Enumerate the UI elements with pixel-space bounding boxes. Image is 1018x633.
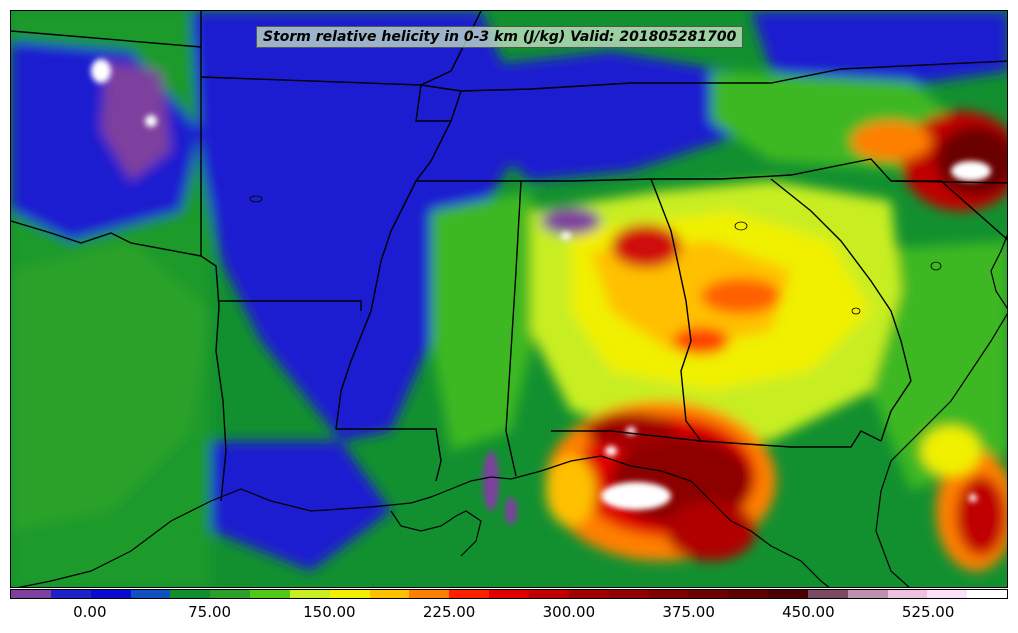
colorbar-segment — [807, 590, 848, 598]
colorbar-tick-label: 300.00 — [542, 603, 596, 621]
colorbar-segment — [489, 590, 529, 598]
colorbar-segment — [927, 590, 968, 598]
colorbar-segment — [329, 590, 370, 598]
coastlines — [17, 234, 1007, 587]
colorbar-segment — [887, 590, 928, 598]
helicity-detail — [91, 59, 991, 525]
colorbar-segment — [130, 590, 171, 598]
colorbar-segment — [11, 590, 51, 598]
colorbar-segment — [847, 590, 888, 598]
colorbar-segment — [688, 590, 729, 598]
colorbar-segment — [449, 590, 490, 598]
colorbar-tick-label: 0.00 — [73, 603, 107, 621]
colorbar-segment — [50, 590, 91, 598]
colorbar-segment — [568, 590, 609, 598]
state-boundaries — [11, 11, 1007, 502]
colorbar-segment — [289, 590, 330, 598]
colorbar — [10, 589, 1008, 599]
helicity-map — [11, 11, 1007, 587]
colorbar-segment — [250, 590, 290, 598]
colorbar-segment — [210, 590, 251, 598]
colorbar-tick-labels: 0.00 75.00 150.00 225.00 300.00 375.00 450.00 5… — [10, 601, 1008, 625]
colorbar-tick-label: 375.00 — [662, 603, 715, 621]
map-title: Storm relative helicity in 0-3 km (J/kg)… — [256, 26, 744, 48]
colorbar-segment — [369, 590, 410, 598]
colorbar-segment — [170, 590, 211, 598]
colorbar-segment — [608, 590, 649, 598]
colorbar-tick-label: 150.00 — [303, 603, 356, 621]
colorbar-segment — [728, 590, 769, 598]
colorbar-segment — [648, 590, 689, 598]
colorbar-segment — [528, 590, 569, 598]
map-panel: Storm relative helicity in 0-3 km (J/kg)… — [10, 10, 1008, 588]
colorbar-segment — [768, 590, 808, 598]
colorbar-tick-label: 525.00 — [901, 603, 955, 621]
helicity-field — [11, 11, 1007, 587]
colorbar-segment — [409, 590, 450, 598]
colorbar-tick-label: 225.00 — [422, 603, 476, 621]
colorbar-segment — [90, 590, 131, 598]
colorbar-tick-label: 75.00 — [188, 603, 232, 621]
lake-outlines — [249, 195, 942, 315]
colorbar-tick-label: 450.00 — [782, 603, 835, 621]
colorbar-segment — [967, 590, 1008, 598]
